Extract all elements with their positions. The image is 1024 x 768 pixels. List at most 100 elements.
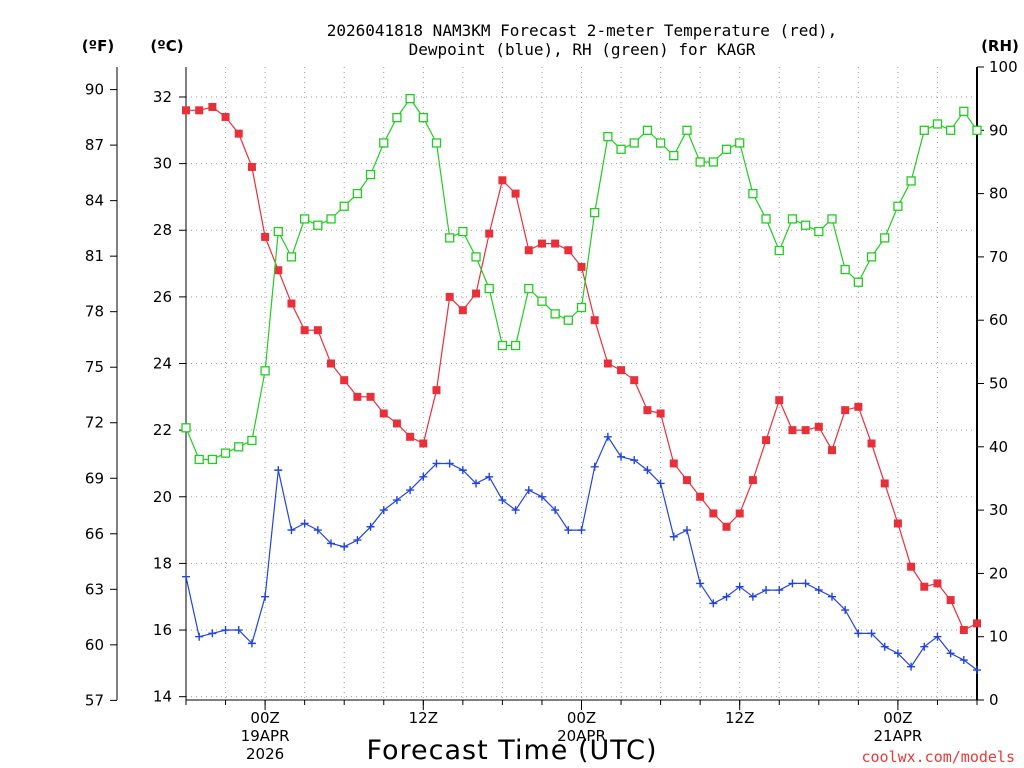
- rh-point: [181, 423, 191, 433]
- rh-point: [800, 220, 811, 230]
- 2-meter-temperature-point: [182, 106, 190, 115]
- rh-point: [497, 340, 508, 351]
- 2-meter-temperature-point: [511, 189, 520, 198]
- chart-title-line-1: 2026041818 NAM3KM Forecast 2-meter Tempe…: [327, 21, 838, 40]
- celsius-unit-label: (ºC): [150, 37, 183, 55]
- dewpoint-point: [537, 492, 546, 501]
- rh-point: [932, 119, 943, 129]
- rh-point: [959, 106, 969, 116]
- 2-meter-temperature-point: [287, 299, 296, 308]
- rh-point: [405, 94, 415, 104]
- 2-meter-temperature-point: [498, 176, 507, 185]
- dewpoint-point: [656, 479, 665, 488]
- dewpoint-point: [643, 466, 652, 475]
- 2-meter-temperature-point: [854, 402, 863, 411]
- rh-point: [563, 315, 573, 325]
- 2-meter-temperature-point: [419, 439, 428, 448]
- rh-tick-label: 90: [989, 121, 1008, 139]
- dewpoint-point: [445, 459, 454, 468]
- fahrenheit-tick-label: 63: [85, 580, 104, 598]
- rh-point: [945, 125, 956, 135]
- rh-point: [471, 252, 481, 262]
- 2-meter-temperature-point: [762, 436, 771, 445]
- rh-point: [708, 157, 718, 167]
- dewpoint-point: [973, 666, 981, 675]
- dewpoint-point: [907, 662, 916, 671]
- rh-point: [273, 226, 283, 237]
- 2-meter-temperature-point: [195, 106, 204, 115]
- dewpoint-point: [682, 526, 691, 535]
- rh-point: [220, 448, 231, 458]
- fahrenheit-tick-label: 72: [85, 414, 104, 432]
- rh-tick-label: 50: [989, 375, 1008, 393]
- 2-meter-temperature-point: [261, 232, 270, 241]
- 2-meter-temperature-point: [933, 579, 942, 588]
- 2-meter-temperature-point: [537, 239, 546, 248]
- 2-meter-temperature-point: [392, 419, 401, 428]
- 2-meter-temperature-point: [221, 112, 230, 121]
- dewpoint-point: [432, 459, 441, 468]
- rh-point: [194, 454, 204, 465]
- 2-meter-temperature-point: [827, 446, 836, 455]
- dewpoint-point: [511, 506, 520, 515]
- 2-meter-temperature-point: [946, 596, 955, 605]
- 2-meter-temperature-point: [748, 476, 757, 485]
- rh-point: [339, 201, 349, 211]
- celsius-tick-label: 32: [153, 88, 172, 106]
- dewpoint-point: [261, 592, 270, 601]
- axes: 57 60 63 66 69 72 75 78 81 84 87 90 14 16 18 20 22 24 26 28…: [85, 58, 1018, 763]
- rh-point: [365, 169, 376, 180]
- dewpoint-point: [247, 639, 256, 648]
- 2-meter-temperature-point: [590, 316, 599, 325]
- rh-point: [510, 340, 521, 351]
- fahrenheit-tick-label: 57: [85, 691, 104, 709]
- x-tick-label-year: 2026: [246, 745, 284, 763]
- celsius-tick-label: 28: [153, 221, 172, 239]
- 2-meter-temperature-point: [682, 476, 691, 485]
- dewpoint-point: [814, 586, 823, 595]
- dewpoint-point: [696, 579, 705, 588]
- gridlines: [186, 67, 977, 700]
- 2-meter-temperature-point: [379, 409, 388, 418]
- fahrenheit-tick-label: 87: [85, 136, 104, 154]
- 2-meter-temperature-point: [973, 619, 981, 628]
- fahrenheit-tick-label: 81: [85, 247, 104, 265]
- x-tick-label-date: 21APR: [873, 727, 922, 745]
- 2-meter-temperature-point: [735, 509, 744, 518]
- x-tick-label-time: 00Z: [250, 709, 279, 727]
- dewpoint-point: [933, 632, 942, 641]
- dewpoint-point: [498, 496, 507, 505]
- 2-meter-temperature-point: [327, 359, 336, 368]
- 2-meter-temperature-point: [814, 422, 823, 431]
- dewpoint-point: [485, 472, 494, 481]
- dewpoint-point: [775, 586, 784, 595]
- dewpoint-point: [603, 432, 612, 441]
- 2-meter-temperature-point: [313, 326, 322, 335]
- rh-point: [669, 150, 679, 161]
- fahrenheit-tick-label: 60: [85, 636, 104, 654]
- fahrenheit-tick-label: 75: [85, 358, 104, 376]
- 2-meter-temperature-point: [577, 262, 586, 271]
- dewpoint-point: [564, 526, 573, 535]
- rh-point: [603, 131, 613, 142]
- rh-point: [827, 214, 837, 224]
- dewpoint-point: [617, 452, 626, 461]
- rh-point: [774, 245, 784, 256]
- rh-tick-label: 30: [989, 501, 1008, 519]
- rh-point: [550, 309, 560, 319]
- rh-point: [234, 442, 244, 452]
- 2-meter-temperature-point: [472, 289, 481, 298]
- dewpoint-point: [827, 592, 836, 601]
- rh-point: [524, 283, 534, 294]
- 2-meter-temperature-point: [880, 479, 889, 488]
- rh-point: [247, 435, 257, 446]
- rh-point: [299, 214, 310, 224]
- rh-point: [629, 138, 639, 148]
- 2-meter-temperature-point: [775, 396, 784, 405]
- 2-meter-temperature-point: [907, 562, 916, 571]
- fahrenheit-tick-label: 84: [85, 192, 104, 210]
- dewpoint-point: [590, 462, 599, 471]
- dewpoint-point: [748, 592, 757, 601]
- 2-meter-temperature-point: [353, 392, 362, 401]
- rh-point: [616, 144, 626, 154]
